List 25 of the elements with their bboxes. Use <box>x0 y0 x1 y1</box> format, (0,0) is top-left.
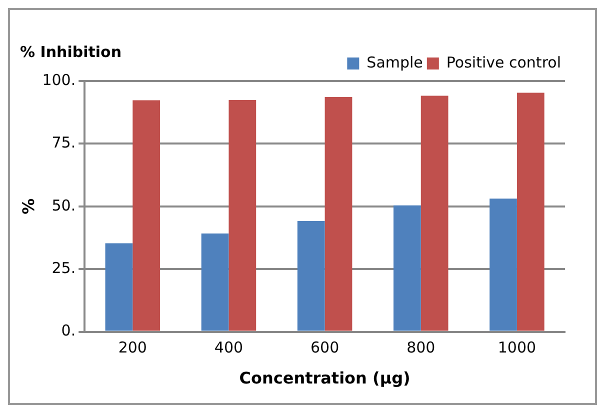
legend-label: Sample <box>366 53 423 72</box>
bar <box>228 100 256 331</box>
x-tick-label: 800 <box>406 338 436 357</box>
bar <box>201 233 229 331</box>
y-tick-label: 0. <box>61 322 76 340</box>
bar <box>105 243 133 331</box>
y-axis-title: % <box>18 198 38 214</box>
bar <box>490 198 517 331</box>
y-tick-label: 75. <box>52 134 76 152</box>
x-tick-label: 600 <box>310 338 340 357</box>
x-tick-label: 1000 <box>498 338 536 357</box>
bar <box>516 92 544 331</box>
chart-title: % Inhibition <box>20 42 122 61</box>
bar <box>324 97 352 331</box>
legend-label: Positive control <box>446 53 562 72</box>
x-axis-title: Concentration (µg) <box>239 368 410 388</box>
bar <box>132 100 160 331</box>
y-tick-label: 100. <box>42 70 76 89</box>
x-tick-label: 400 <box>214 338 244 357</box>
bar <box>297 220 325 331</box>
x-tick-label: 200 <box>118 338 147 357</box>
y-tick-label: 25. <box>52 258 76 277</box>
bar <box>420 96 448 331</box>
bar <box>393 205 421 331</box>
y-tick-label: 50. <box>52 196 76 214</box>
